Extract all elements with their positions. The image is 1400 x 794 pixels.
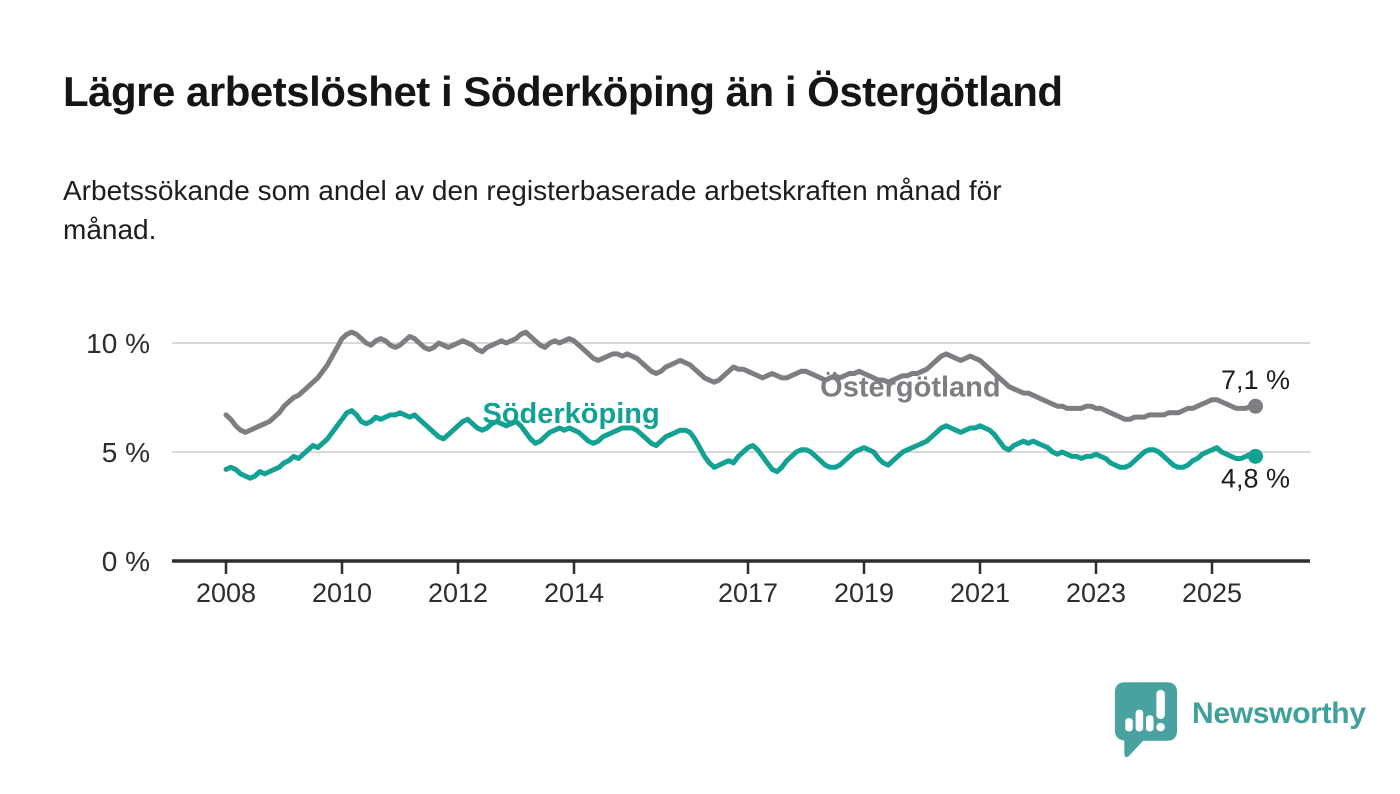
series-line-soderkoping bbox=[223, 408, 1258, 481]
x-axis-tick-label: 2021 bbox=[950, 578, 1010, 608]
logo-exclamation-bar bbox=[1156, 689, 1165, 720]
x-axis-tick-label: 2012 bbox=[428, 578, 488, 608]
x-axis-tick-label: 2023 bbox=[1066, 578, 1126, 608]
newsworthy-logo-icon bbox=[1114, 682, 1178, 758]
x-axis-tick-label: 2019 bbox=[834, 578, 894, 608]
series-end-dot-ostergotland bbox=[1248, 398, 1263, 414]
y-axis-label: 0 % bbox=[102, 546, 150, 577]
x-axis-tick-label: 2008 bbox=[196, 578, 256, 608]
x-axis-tick-label: 2025 bbox=[1182, 578, 1242, 608]
x-axis-tick-label: 2010 bbox=[312, 578, 372, 608]
chart-title: Lägre arbetslöshet i Söderköping än i Ös… bbox=[63, 68, 1063, 115]
chart-subtitle-line-2: månad. bbox=[63, 213, 157, 245]
logo-exclamation-dot bbox=[1156, 722, 1165, 732]
y-axis-label: 5 % bbox=[102, 437, 150, 468]
series-line-ostergotland bbox=[223, 329, 1258, 435]
newsworthy-logo: Newsworthy bbox=[1113, 680, 1366, 760]
series-end-dot-soderkoping bbox=[1248, 448, 1263, 464]
series-label-ostergotland: Östergötland bbox=[820, 371, 1000, 404]
chart-subtitle-line-1: Arbetssökande som andel av den registerb… bbox=[63, 175, 1002, 206]
newsworthy-logo-text: Newsworthy bbox=[1192, 697, 1366, 730]
series-end-value-label-ostergotland: 7,1 % bbox=[1221, 365, 1290, 395]
series-end-value-label-soderkoping: 4,8 % bbox=[1221, 463, 1290, 493]
series-label-soderkoping: Söderköping bbox=[482, 398, 659, 430]
y-axis-label: 10 % bbox=[86, 328, 150, 359]
x-axis-tick-label: 2014 bbox=[544, 578, 604, 608]
logo-bar-1 bbox=[1125, 718, 1133, 732]
logo-bar-3 bbox=[1146, 715, 1154, 732]
logo-bar-2 bbox=[1135, 709, 1144, 732]
x-axis-tick-label: 2017 bbox=[718, 578, 778, 608]
chart-subtitle: Arbetssökande som andel av den registerb… bbox=[63, 172, 1283, 249]
